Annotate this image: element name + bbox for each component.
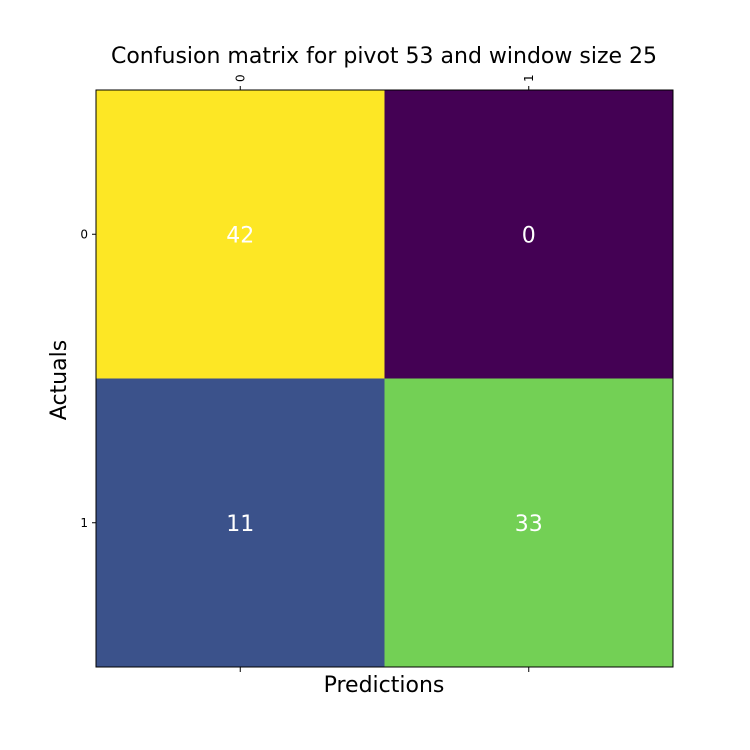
y-axis-label: Actuals [47,340,72,420]
cell-value-label: 42 [226,223,254,248]
heatmap-cell [96,378,385,667]
y-tick-label: 0 [80,227,88,241]
plot-frame [95,89,674,668]
y-ticks: 01 [80,227,96,530]
heatmap-cell [96,90,385,379]
heatmap-cells [96,90,673,667]
cell-value-labels: 42 0 11 33 [226,223,543,537]
cell-value-label: 33 [515,512,543,537]
heatmap-cell [384,378,673,667]
x-tick-label: 0 [233,74,247,82]
x-tick-label: 1 [522,74,536,82]
cell-value-label: 0 [522,223,536,248]
cell-value-label: 11 [226,512,254,537]
heatmap-cell [384,90,673,379]
x-bottom-ticks [239,667,530,672]
y-tick-label: 1 [80,516,88,530]
chart-title: Confusion matrix for pivot 53 and window… [111,44,657,69]
x-axis-label: Predictions [324,673,445,698]
